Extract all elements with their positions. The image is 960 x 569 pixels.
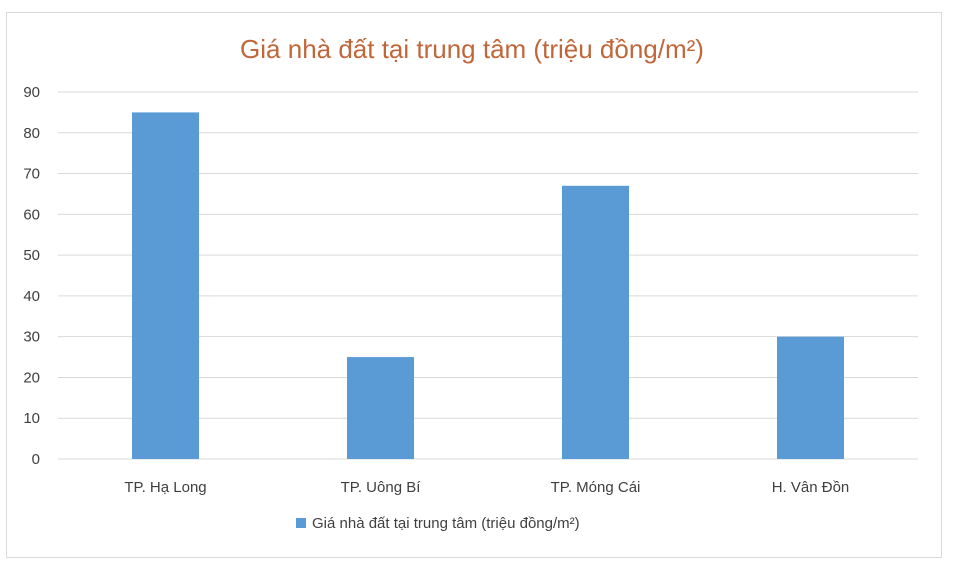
- y-tick-label: 60: [23, 206, 40, 223]
- y-tick-label: 80: [23, 125, 40, 142]
- bars: [132, 112, 844, 460]
- bar: [777, 336, 844, 459]
- legend-swatch: [296, 518, 306, 528]
- y-tick-label: 90: [23, 84, 40, 101]
- y-tick-label: 40: [23, 288, 40, 305]
- legend-label: Giá nhà đất tại trung tâm (triệu đồng/m²…: [312, 515, 580, 532]
- x-category-label: TP. Móng Cái: [551, 479, 641, 496]
- y-tick-label: 10: [23, 410, 40, 427]
- y-tick-label: 20: [23, 369, 40, 386]
- bar: [132, 112, 199, 459]
- x-category-label: H. Vân Đồn: [772, 479, 850, 496]
- y-tick-label: 30: [23, 329, 40, 346]
- gridlines: [58, 91, 918, 460]
- x-category-label: TP. Hạ Long: [124, 479, 206, 496]
- x-category-label: TP. Uông Bí: [341, 479, 422, 496]
- y-tick-label: 0: [32, 451, 40, 468]
- x-axis-categories: TP. Hạ Long TP. Uông Bí TP. Móng Cái H. Vân…: [124, 479, 849, 496]
- y-axis-ticks: 0 10 20 30 40 50 60 70 80 90: [23, 84, 40, 468]
- y-tick-label: 70: [23, 166, 40, 183]
- chart-title: Giá nhà đất tại trung tâm (triệu đồng/m²…: [240, 34, 704, 64]
- legend: Giá nhà đất tại trung tâm (triệu đồng/m²…: [296, 515, 580, 532]
- bar: [347, 357, 414, 459]
- bar: [562, 185, 629, 460]
- y-tick-label: 50: [23, 247, 40, 264]
